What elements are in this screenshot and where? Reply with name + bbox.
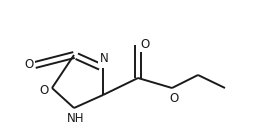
Text: O: O [140,38,150,51]
Text: N: N [100,52,108,65]
Text: O: O [169,91,179,104]
Text: O: O [39,85,49,98]
Text: O: O [24,58,34,71]
Text: NH: NH [67,112,85,124]
